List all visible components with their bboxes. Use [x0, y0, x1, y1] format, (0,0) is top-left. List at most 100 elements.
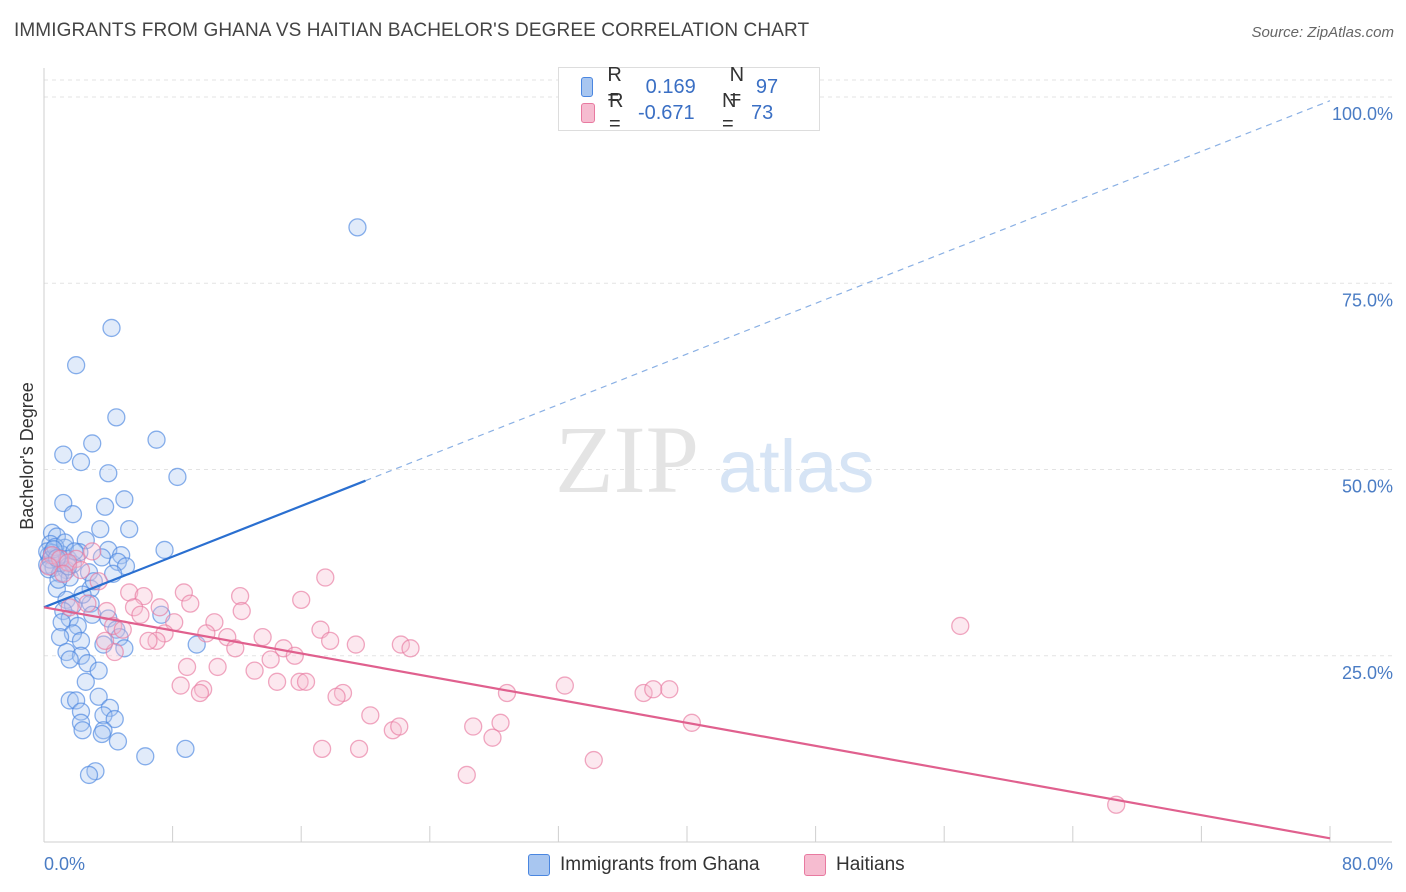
tick-labels: 25.0% 50.0% 75.0% 100.0% 0.0% 80.0% — [44, 104, 1393, 874]
data-point — [951, 616, 970, 636]
x-tick-label-max: 80.0% — [1342, 854, 1393, 874]
trend-line-ghana — [43, 479, 366, 609]
data-point — [285, 646, 304, 665]
data-point — [226, 639, 245, 658]
data-point — [107, 408, 126, 427]
data-point — [39, 557, 58, 576]
ghana-swatch — [581, 77, 594, 97]
data-point — [168, 467, 187, 487]
series-haiti-points — [39, 542, 1126, 814]
data-point — [346, 635, 366, 654]
legend-n-value: 73 — [751, 101, 774, 124]
bottom-legend-haiti: Haitians — [804, 852, 905, 878]
y-axis-label: Bachelor's Degree — [17, 382, 37, 530]
legend-row-ghana: R = 0.169 N = 97 — [581, 64, 824, 109]
data-point — [290, 672, 309, 691]
data-point — [245, 661, 264, 680]
data-point — [197, 624, 216, 643]
data-point — [155, 540, 174, 560]
data-point — [71, 646, 91, 665]
data-point — [190, 683, 210, 703]
data-point — [320, 631, 340, 650]
data-point — [660, 680, 679, 699]
data-point — [115, 639, 134, 658]
data-point — [457, 765, 476, 785]
data-point — [131, 605, 150, 624]
data-point — [176, 739, 195, 759]
watermark-atlas: atlas — [718, 425, 874, 508]
watermark: ZIP atlas — [555, 406, 874, 513]
legend-n-value: 97 — [755, 75, 779, 98]
data-point — [73, 721, 92, 740]
legend-row-haiti: R = -0.671 N = 73 — [581, 90, 819, 135]
data-point — [54, 445, 73, 464]
y-tick-label: 25.0% — [1342, 663, 1393, 683]
data-point — [230, 587, 250, 606]
data-point — [100, 698, 120, 718]
data-point — [253, 627, 272, 647]
data-point — [67, 356, 86, 375]
data-point — [312, 739, 332, 759]
data-point — [79, 765, 99, 785]
x-tick-label-min: 0.0% — [44, 854, 85, 874]
data-point — [483, 728, 502, 747]
data-point — [232, 601, 251, 621]
data-point — [316, 568, 335, 587]
legend-n-label: N = — [729, 64, 745, 109]
data-point — [497, 683, 517, 703]
data-point — [60, 650, 79, 669]
data-point — [49, 570, 68, 589]
data-point — [296, 672, 316, 691]
chart-title: IMMIGRANTS FROM GHANA VS HAITIAN BACHELO… — [14, 20, 810, 41]
trend-line-ghana-extension — [365, 100, 1331, 482]
legend-r-label: R = — [607, 64, 622, 109]
data-point — [71, 631, 91, 650]
data-point — [584, 750, 603, 770]
data-point — [54, 564, 73, 583]
data-point — [120, 519, 139, 539]
data-point — [91, 519, 110, 539]
data-point — [327, 687, 346, 706]
data-point — [89, 572, 108, 591]
data-point — [94, 706, 113, 725]
legend-r-value: 0.169 — [645, 75, 696, 98]
data-point — [105, 709, 124, 729]
data-point — [555, 676, 574, 695]
data-point — [103, 616, 123, 636]
data-point — [95, 631, 115, 650]
data-point — [261, 650, 280, 669]
data-point — [177, 657, 197, 677]
data-point — [76, 672, 95, 691]
data-point — [391, 635, 411, 654]
data-point — [89, 687, 108, 706]
legend-r-label: R = — [608, 90, 624, 135]
data-point — [136, 747, 155, 766]
legend-n-label: N = — [721, 90, 737, 135]
haiti-legend-label: Haitians — [836, 854, 905, 875]
source-label: Source: ZipAtlas.com — [1251, 24, 1394, 41]
legend-r-value: -0.671 — [637, 101, 695, 124]
data-point — [491, 713, 510, 732]
data-point — [83, 434, 102, 453]
bottom-legend-ghana: Immigrants from Ghana — [528, 852, 760, 878]
data-point — [150, 598, 169, 617]
data-point — [292, 590, 311, 610]
data-point — [83, 542, 102, 561]
watermark-zip: ZIP — [555, 406, 699, 513]
data-point — [71, 560, 91, 580]
data-point — [71, 713, 91, 732]
data-point — [60, 691, 79, 710]
data-point — [644, 680, 663, 699]
data-point — [361, 706, 380, 725]
data-point — [63, 505, 83, 524]
y-tick-label: 50.0% — [1342, 477, 1393, 497]
data-point — [147, 430, 166, 449]
data-point — [349, 739, 369, 759]
data-point — [99, 464, 118, 483]
axes — [43, 68, 1392, 843]
data-point — [464, 717, 483, 736]
correlation-legend: R = 0.169 N = 97 R = -0.671 N = 73 — [558, 64, 820, 135]
data-point — [67, 691, 86, 710]
data-point — [401, 639, 420, 658]
